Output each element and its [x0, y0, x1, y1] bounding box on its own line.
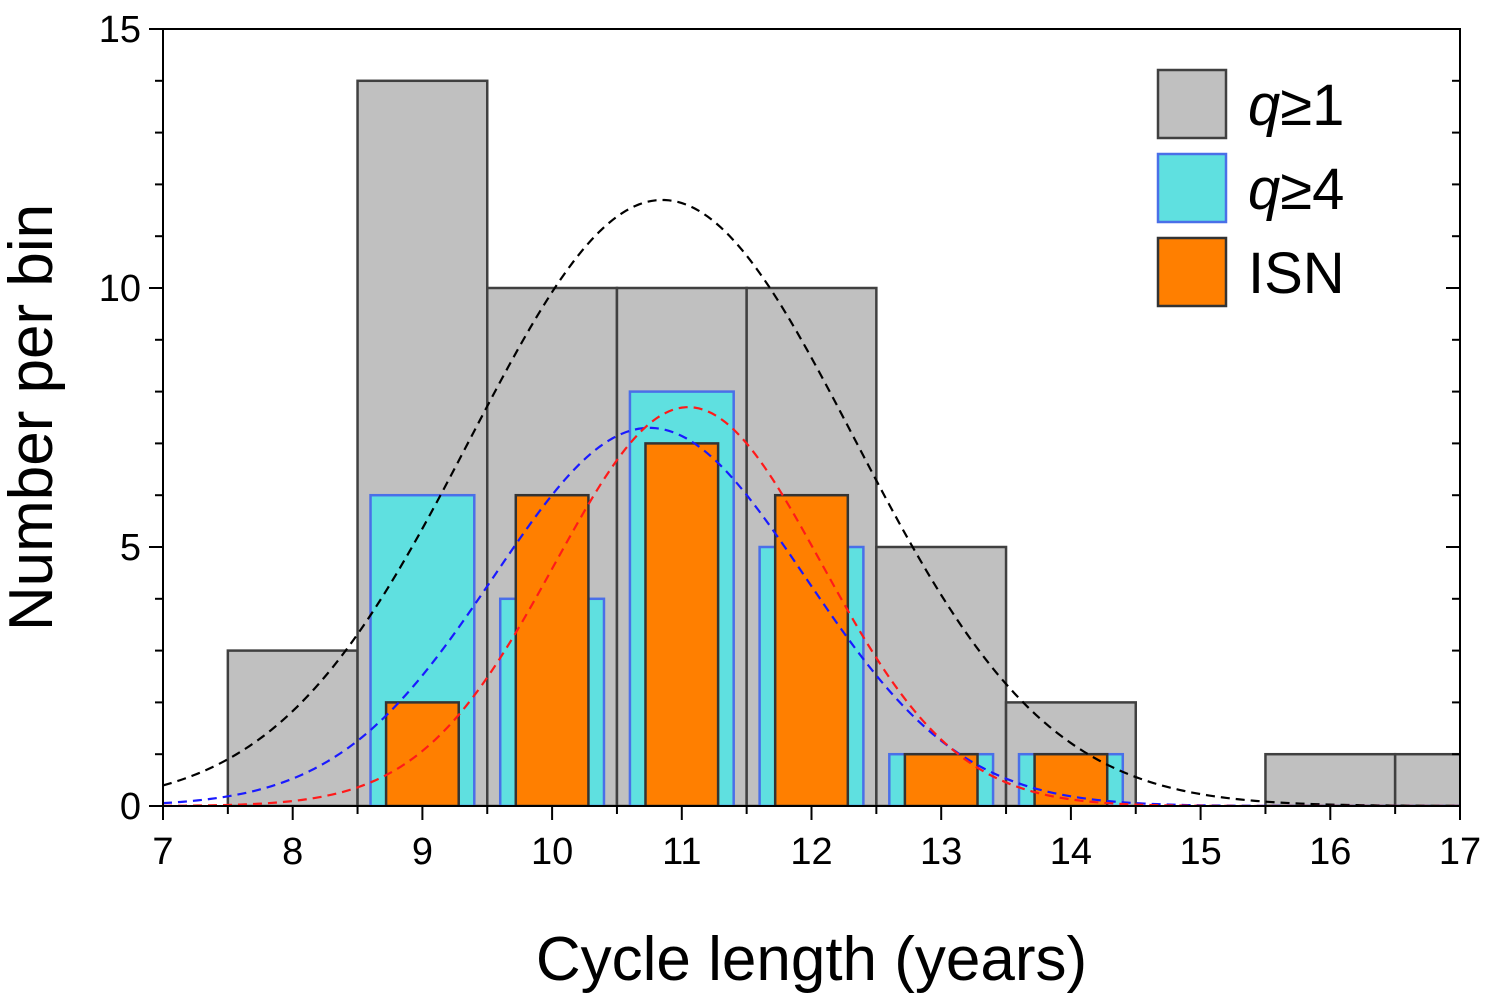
y-tick-label: 15 — [99, 9, 141, 51]
bar-series2-bin3 — [773, 493, 850, 806]
x-tick-label: 9 — [412, 831, 433, 873]
x-tick-label: 7 — [152, 831, 173, 873]
legend: q≥1 q≥4 ISN — [1156, 68, 1345, 308]
x-tick-label: 13 — [920, 831, 962, 873]
legend-label-series1: q≥4 — [1248, 157, 1344, 222]
legend-label-series2: ISN — [1248, 241, 1345, 306]
x-tick-label: 17 — [1439, 831, 1481, 873]
x-tick-label: 11 — [662, 831, 701, 873]
bar-series2-bin2 — [644, 442, 720, 806]
bar-series2-bin5 — [1033, 752, 1109, 806]
bar-series0-bin8 — [1393, 752, 1460, 806]
x-tick-label: 15 — [1179, 831, 1221, 873]
bars-layer — [226, 79, 1460, 806]
x-tick-label: 14 — [1050, 831, 1092, 873]
bar-series0-bin0 — [226, 649, 359, 806]
bar-series0-bin7 — [1264, 752, 1397, 806]
y-axis-title: Number per bin — [0, 204, 66, 631]
x-axis-title: Cycle length (years) — [536, 925, 1087, 994]
legend-label-series0: q≥1 — [1248, 73, 1344, 138]
bar-series2-bin1 — [514, 493, 590, 806]
x-tick-label: 8 — [282, 831, 303, 873]
bar-series2-bin4 — [903, 752, 979, 806]
x-tick-label: 12 — [790, 831, 832, 873]
axis-ticks: 7 8 9 10 11 12 13 14 15 16 17 0 5 10 15 — [99, 9, 1481, 873]
fit-curve-series0 — [163, 198, 1460, 806]
bar-series2-bin0 — [384, 701, 460, 806]
legend-swatch-series2 — [1156, 236, 1228, 308]
y-tick-label: 5 — [120, 527, 141, 569]
legend-swatch-series0 — [1156, 68, 1228, 140]
legend-swatch-series1 — [1156, 152, 1228, 224]
x-tick-label: 10 — [531, 831, 573, 873]
y-tick-label: 0 — [120, 786, 141, 828]
y-tick-label: 10 — [99, 268, 141, 310]
x-tick-label: 16 — [1309, 831, 1351, 873]
